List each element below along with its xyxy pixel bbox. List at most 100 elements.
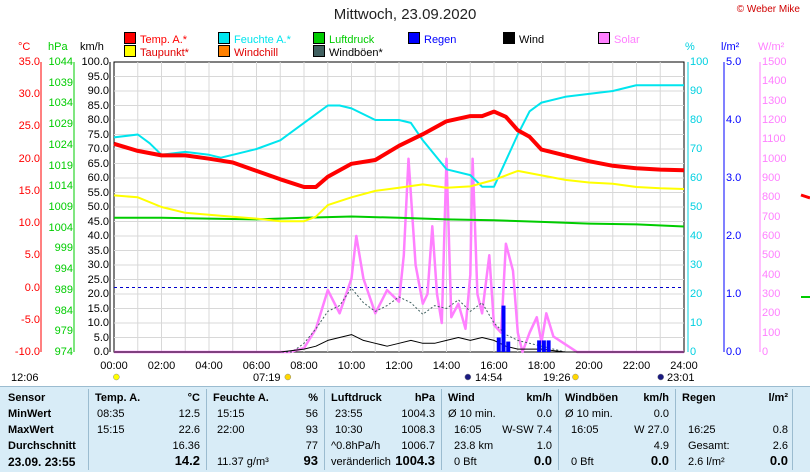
rain-r2-val: 0.8 bbox=[772, 424, 788, 436]
sun-moon-marker bbox=[113, 373, 120, 381]
temp-tick-label: 0.0 bbox=[24, 281, 40, 294]
legend-label: Solar bbox=[614, 34, 640, 46]
wind-tick-label: 5.0 bbox=[93, 331, 109, 344]
humidity-tick-label: 40 bbox=[690, 230, 703, 242]
wind-tick-label: 85.0 bbox=[87, 99, 109, 112]
wind-axis-unit: km/h bbox=[80, 41, 104, 53]
pressure-tick-label: 994 bbox=[54, 263, 73, 276]
pressure-unit: hPa bbox=[414, 392, 435, 404]
wind-tick-label: 100.0 bbox=[81, 56, 109, 68]
legend-item: Windchill bbox=[218, 45, 279, 59]
rain-current: 0.0 bbox=[769, 453, 788, 468]
legend-item: Regen bbox=[408, 32, 456, 46]
rain-bar bbox=[537, 340, 542, 352]
pressure-current: 1004.3 bbox=[395, 453, 435, 468]
humidity-current: 93 bbox=[303, 453, 318, 468]
legend-swatch bbox=[408, 32, 420, 44]
sun-moon-marker bbox=[284, 373, 292, 381]
humidity-unit: % bbox=[308, 392, 318, 404]
wind-tick-label: 40.0 bbox=[87, 230, 109, 242]
solar-tick-label: 1300 bbox=[762, 94, 787, 107]
wind-r3-val: 1.0 bbox=[536, 440, 552, 452]
temp-header: Temp. A. bbox=[95, 392, 141, 404]
series-wind bbox=[114, 334, 684, 353]
plot-area bbox=[40, 61, 810, 381]
legend-label: Taupunkt* bbox=[140, 47, 189, 59]
legend-item: Windböen* bbox=[313, 45, 383, 59]
wind-tick-label: 50.0 bbox=[87, 201, 109, 213]
wind-tick-label: 65.0 bbox=[87, 157, 109, 170]
humidity-tick-label: 50 bbox=[690, 201, 703, 213]
x-tick-label: 14:00 bbox=[432, 360, 461, 372]
solar-tick-label: 100 bbox=[762, 326, 781, 339]
pressure-tick-label: 1004 bbox=[48, 221, 73, 234]
humidity-tick-label: 60 bbox=[690, 172, 703, 184]
legend-label: Temp. A.* bbox=[140, 34, 188, 46]
pressure-tick-label: 1019 bbox=[48, 159, 73, 172]
rain-tick-label: 4.0 bbox=[726, 114, 742, 126]
humidity-column: Feuchte A. % 15:15 56 22:00 93 77 11.37 … bbox=[207, 387, 324, 472]
wind-r1-val: 0.0 bbox=[536, 408, 552, 420]
wind-r3-label: 23.8 km bbox=[454, 440, 494, 452]
legend-swatch bbox=[218, 32, 230, 44]
sunset-time: 19:26 bbox=[543, 372, 571, 384]
wind-tick-label: 45.0 bbox=[87, 215, 109, 228]
pressure-header: Luftdruck bbox=[331, 392, 382, 404]
legend-item: Solar bbox=[598, 32, 640, 46]
temp-current: 14.2 bbox=[174, 453, 200, 468]
solar-tick-label: 500 bbox=[762, 249, 781, 262]
humidity-tick-label: 70 bbox=[690, 143, 703, 155]
pressure-tick-label: 999 bbox=[54, 242, 73, 255]
temp-tick-label: 15.0 bbox=[18, 184, 40, 197]
wind-current: 0.0 bbox=[533, 453, 552, 468]
pressure-min: 1004.3 bbox=[401, 408, 435, 420]
moonset2-time: 23:01 bbox=[667, 372, 695, 384]
rain-bar bbox=[541, 340, 546, 352]
pressure-column: Luftdruck hPa 23:55 1004.3 10:30 1008.3 … bbox=[325, 387, 441, 472]
pressure-min-time: 23:55 bbox=[335, 408, 363, 420]
solar-tick-label: 1000 bbox=[762, 152, 787, 165]
current-date: 23.09. 23:55 bbox=[8, 455, 76, 469]
rain-tick-label: 0.0 bbox=[726, 346, 742, 358]
humidity-tick-label: 0 bbox=[690, 346, 697, 358]
solar-tick-label: 1500 bbox=[762, 56, 787, 68]
x-tick-label: 16:00 bbox=[480, 360, 508, 372]
legend-label: Windchill bbox=[234, 47, 279, 59]
legend-swatch bbox=[313, 45, 325, 57]
temp-max: 22.6 bbox=[178, 424, 200, 436]
copyright-link[interactable]: © Weber Mike bbox=[736, 4, 800, 15]
x-tick-label: 08:00 bbox=[290, 360, 318, 372]
rain-r4-label: 2.6 l/m² bbox=[688, 456, 725, 468]
solar-tick-label: 0 bbox=[762, 346, 769, 358]
legend-swatch bbox=[503, 32, 515, 44]
sun-moon-marker bbox=[572, 373, 579, 381]
wind-bft: 0 Bft bbox=[454, 456, 477, 468]
solar-axis-unit: W/m² bbox=[758, 41, 785, 53]
series-feuchte-a bbox=[113, 84, 684, 188]
x-tick-label: 24:00 bbox=[670, 360, 698, 372]
x-tick-label: 04:00 bbox=[195, 360, 223, 372]
summary-table: Sensor MinWert MaxWert Durchschnitt 23.0… bbox=[0, 386, 810, 472]
rain-tick-label: 5.0 bbox=[726, 56, 742, 68]
humidity-tick-label: 100 bbox=[690, 56, 709, 68]
sunrise-time: 07:19 bbox=[253, 372, 281, 384]
legend-label: Wind bbox=[519, 34, 545, 46]
series-temp-a bbox=[113, 109, 685, 189]
chart-title: Mittwoch, 23.09.2020 bbox=[333, 6, 477, 23]
pressure-trend: ^0.8hPa/h bbox=[331, 440, 381, 452]
sensor-column: Sensor MinWert MaxWert Durchschnitt 23.0… bbox=[0, 387, 88, 472]
wind-tick-label: 70.0 bbox=[87, 143, 109, 155]
solar-tick-label: 200 bbox=[762, 307, 781, 320]
pressure-tick-label: 1014 bbox=[48, 180, 73, 193]
pressure-tick-label: 979 bbox=[54, 325, 73, 338]
temp-column: Temp. A. °C 08:35 12.5 15:15 22.6 16.36 … bbox=[89, 387, 206, 472]
legend-item: Luftdruck bbox=[313, 32, 374, 46]
x-tick-label: 18:00 bbox=[527, 360, 556, 372]
solar-tick-label: 1200 bbox=[762, 114, 787, 126]
rain-bar bbox=[501, 305, 506, 352]
x-tick-label: 22:00 bbox=[622, 360, 651, 372]
x-tick-label: 06:00 bbox=[242, 360, 271, 372]
wind-tick-label: 15.0 bbox=[87, 302, 109, 315]
wind-tick-label: 60.0 bbox=[87, 172, 109, 184]
